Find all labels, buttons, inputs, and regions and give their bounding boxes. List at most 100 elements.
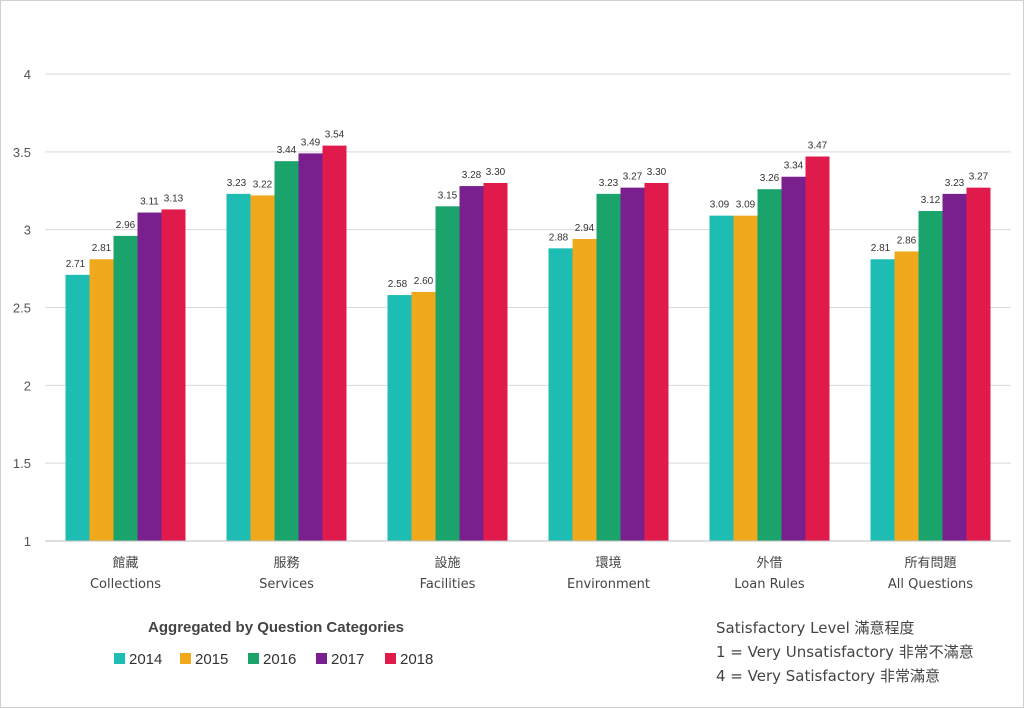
legend-entry-2018: 2018 — [400, 651, 433, 668]
legend-swatch-2014 — [114, 653, 125, 664]
bar-2014 — [709, 215, 734, 541]
bar-2016 — [596, 193, 621, 541]
bar-2017 — [137, 212, 162, 541]
data-label: 3.27 — [623, 172, 643, 183]
y-tick-label: 3 — [24, 223, 31, 238]
bar-2015 — [250, 195, 275, 542]
legend: Aggregated by Question Categories 2014 201… — [114, 619, 433, 668]
legend-title: Aggregated by Question Categories — [148, 619, 404, 636]
data-label: 2.81 — [92, 243, 112, 254]
data-label: 3.27 — [969, 172, 989, 183]
bar-2017 — [781, 176, 806, 542]
bar-2017 — [298, 153, 323, 541]
x-category-label-zh: 館藏 — [112, 556, 138, 571]
data-label: 2.96 — [116, 220, 136, 231]
bar-2018 — [966, 187, 991, 542]
legend-entry-2016: 2016 — [263, 651, 296, 668]
bar-2016 — [274, 161, 299, 541]
data-label: 2.58 — [388, 279, 408, 290]
x-category-label-en: Facilities — [420, 577, 476, 592]
x-category-label-en: Collections — [90, 577, 161, 592]
data-label: 3.15 — [438, 190, 458, 201]
bar-2015 — [89, 259, 114, 541]
bar-2017 — [942, 193, 967, 541]
bars — [65, 145, 991, 542]
data-label: 3.49 — [301, 137, 321, 148]
y-tick-label: 1 — [24, 534, 31, 549]
bar-2018 — [161, 209, 186, 541]
legend-entry-2017: 2017 — [331, 651, 364, 668]
data-label: 3.26 — [760, 173, 780, 184]
x-category-label-zh: 服務 — [273, 556, 299, 571]
x-category-label-en: Environment — [567, 577, 650, 592]
x-category-label-zh: 外借 — [756, 556, 782, 571]
bar-2014 — [870, 259, 895, 541]
legend-entry-2015: 2015 — [195, 651, 228, 668]
data-label: 3.44 — [277, 145, 297, 156]
bar-2016 — [113, 235, 138, 542]
data-label: 3.34 — [784, 161, 804, 172]
scale-note-line: 4 = Very Satisfactory 非常滿意 — [716, 667, 940, 685]
data-label: 3.09 — [736, 200, 756, 211]
data-label: 3.13 — [164, 193, 184, 204]
scale-note-line: Satisfactory Level 滿意程度 — [716, 619, 915, 637]
satisfaction-scale-note: Satisfactory Level 滿意程度 1 = Very Unsatisf… — [716, 619, 974, 685]
data-label: 2.71 — [66, 259, 86, 270]
data-label: 3.30 — [647, 167, 667, 178]
bar-2015 — [894, 251, 919, 541]
bar-2014 — [65, 274, 90, 541]
legend-swatch-2015 — [180, 653, 191, 664]
gridlines — [45, 73, 1011, 464]
bar-2017 — [620, 187, 645, 542]
bar-2018 — [644, 182, 669, 541]
data-label: 3.28 — [462, 170, 482, 181]
axes: 11.522.533.54館藏Collections服務Services設施Fa… — [13, 67, 1011, 592]
data-label: 3.12 — [921, 195, 941, 206]
data-label: 3.54 — [325, 130, 345, 141]
legend-swatch-2017 — [316, 653, 327, 664]
data-label: 3.23 — [945, 178, 965, 189]
bar-2015 — [411, 291, 436, 541]
bar-2018 — [322, 145, 347, 541]
legend-entry-2014: 2014 — [129, 651, 162, 668]
data-label: 2.81 — [871, 243, 891, 254]
y-tick-label: 2 — [24, 378, 31, 393]
y-tick-label: 2.5 — [13, 301, 31, 316]
x-category-label-en: Loan Rules — [734, 577, 805, 592]
x-category-label-zh: 設施 — [434, 555, 460, 571]
data-label: 3.22 — [253, 179, 273, 190]
data-label: 3.09 — [710, 200, 730, 211]
scale-note-line: 1 = Very Unsatisfactory 非常不滿意 — [716, 643, 974, 661]
data-label: 2.94 — [575, 223, 595, 234]
bar-2015 — [733, 215, 758, 541]
bar-2017 — [459, 186, 484, 541]
y-tick-label: 4 — [24, 67, 31, 82]
data-label: 3.30 — [486, 167, 506, 178]
data-label: 3.23 — [599, 178, 619, 189]
data-label: 3.47 — [808, 141, 828, 152]
data-label: 3.23 — [227, 178, 247, 189]
bar-2016 — [918, 210, 943, 541]
x-category-label-en: All Questions — [888, 577, 973, 592]
legend-swatch-2018 — [385, 653, 396, 664]
bar-2015 — [572, 239, 597, 542]
data-label: 3.11 — [140, 197, 159, 208]
bar-2018 — [805, 156, 830, 541]
y-tick-label: 1.5 — [13, 456, 31, 471]
bar-2014 — [548, 248, 573, 541]
data-label: 2.86 — [897, 235, 917, 246]
bar-2014 — [387, 295, 412, 541]
x-category-label-en: Services — [259, 577, 314, 592]
bar-2016 — [757, 189, 782, 541]
data-labels: 2.71 2.81 2.96 3.11 3.13 3.23 3.22 3.44 3.49 3.54… — [66, 130, 989, 290]
y-tick-label: 3.5 — [13, 145, 31, 160]
legend-swatch-2016 — [248, 653, 259, 664]
x-category-label-zh: 環境 — [595, 556, 621, 571]
bar-2018 — [483, 182, 508, 541]
bar-2016 — [435, 206, 460, 542]
data-label: 2.60 — [414, 276, 434, 287]
data-label: 2.88 — [549, 232, 569, 243]
x-category-label-zh: 所有問題 — [904, 556, 956, 571]
bar-2014 — [226, 193, 251, 541]
